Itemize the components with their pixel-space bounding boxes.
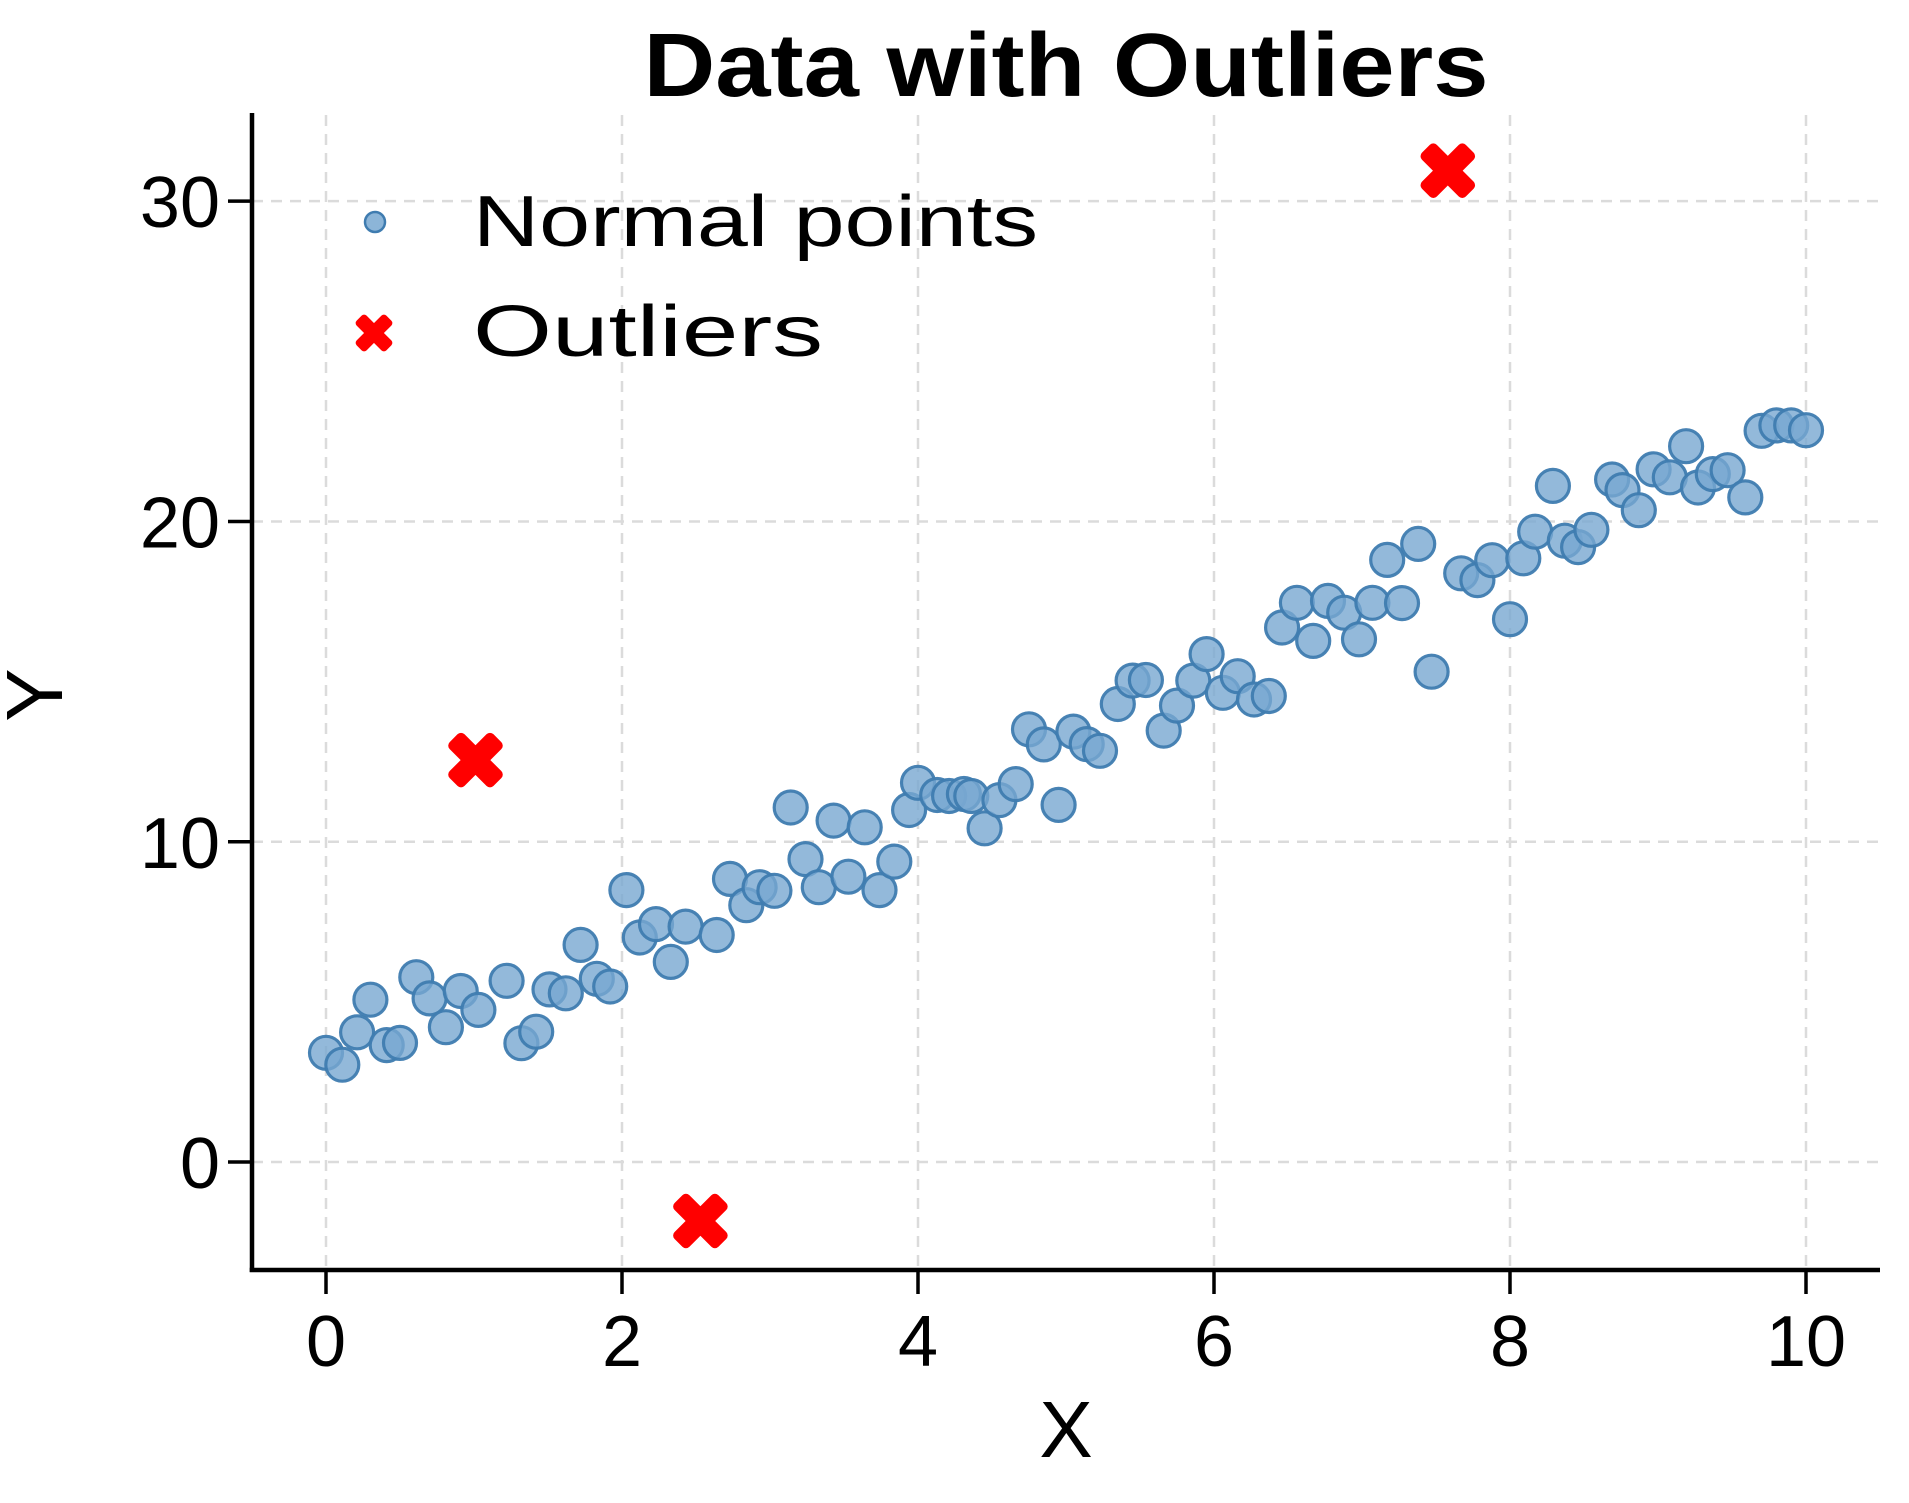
data-point xyxy=(339,1014,376,1051)
data-point xyxy=(1413,653,1450,690)
data-point xyxy=(846,809,883,846)
gridlines xyxy=(252,115,1880,1270)
data-point xyxy=(815,802,852,839)
data-point xyxy=(1188,635,1225,673)
data-point xyxy=(861,871,898,909)
x-axis-label: X xyxy=(1039,1385,1092,1474)
chart-title: Data with Outliers xyxy=(644,16,1489,116)
data-point xyxy=(1474,542,1511,579)
x-tick-label-0: 0 xyxy=(306,1302,346,1382)
x-icon xyxy=(1420,143,1476,198)
x-icon xyxy=(673,1193,728,1249)
data-point xyxy=(1040,786,1077,824)
data-point xyxy=(1127,661,1165,699)
outlier-point xyxy=(673,1193,728,1249)
data-point xyxy=(1250,677,1287,715)
data-point xyxy=(1491,601,1529,638)
y-tick-label-0: 0 xyxy=(180,1124,220,1204)
x-tick-label-10: 10 xyxy=(1766,1302,1846,1382)
legend-normal-circle-icon xyxy=(363,210,387,234)
x-icon xyxy=(448,732,503,788)
data-point xyxy=(592,968,629,1005)
legend-label-normal: Normal points xyxy=(473,182,1038,262)
data-point xyxy=(381,1024,419,1062)
data-point xyxy=(876,843,913,880)
data-point xyxy=(997,765,1034,803)
data-point xyxy=(427,1009,464,1046)
y-tick-label-30: 30 xyxy=(140,163,220,243)
data-point xyxy=(1667,428,1705,465)
legend-label-outliers: Outliers xyxy=(473,292,823,372)
data-point xyxy=(1278,584,1316,621)
data-point xyxy=(518,1013,555,1050)
x-tick-label-2: 2 xyxy=(602,1302,642,1382)
data-point xyxy=(1517,513,1554,550)
y-axis-label: Y xyxy=(0,668,79,721)
outlier-point xyxy=(448,732,503,788)
data-point xyxy=(1369,541,1406,579)
data-point xyxy=(1727,479,1764,516)
data-point xyxy=(324,1046,361,1083)
y-tick-label-10: 10 xyxy=(140,804,220,884)
outliers-series xyxy=(448,143,1476,1249)
data-point xyxy=(830,858,867,895)
data-point xyxy=(1620,492,1657,529)
outlier-point xyxy=(1420,143,1476,198)
data-point xyxy=(1787,412,1825,449)
data-point xyxy=(352,981,389,1018)
legend-outlier-x-icon xyxy=(355,314,393,352)
data-point xyxy=(608,871,645,909)
data-point xyxy=(460,991,497,1029)
data-point xyxy=(1025,726,1062,763)
data-point xyxy=(667,908,704,945)
normal-points-series xyxy=(307,407,1825,1083)
data-point xyxy=(1295,622,1332,660)
data-point xyxy=(1081,732,1119,769)
data-point xyxy=(562,926,599,964)
data-point xyxy=(1534,467,1572,504)
data-point xyxy=(966,810,1003,847)
data-point xyxy=(1340,621,1378,658)
x-tick-label-6: 6 xyxy=(1194,1302,1234,1382)
x-tick-label-8: 8 xyxy=(1490,1302,1530,1382)
data-point xyxy=(637,905,675,943)
data-point xyxy=(488,962,525,999)
data-point xyxy=(1573,511,1610,548)
data-point xyxy=(1400,525,1437,563)
data-point xyxy=(1383,584,1421,622)
data-point xyxy=(652,943,689,981)
data-point xyxy=(1158,687,1196,724)
y-tick-label-20: 20 xyxy=(140,483,220,563)
data-point xyxy=(547,975,584,1012)
x-tick-labels: 0 2 4 6 8 10 xyxy=(306,1302,1846,1382)
data-point xyxy=(772,789,809,826)
legend: Normal points Outliers xyxy=(355,182,1038,372)
data-point xyxy=(698,916,735,954)
data-point xyxy=(1709,452,1746,489)
tick-marks xyxy=(228,199,1808,1294)
x-tick-label-4: 4 xyxy=(898,1302,938,1382)
y-tick-labels: 0 10 20 30 xyxy=(140,163,220,1204)
data-point xyxy=(756,872,793,909)
